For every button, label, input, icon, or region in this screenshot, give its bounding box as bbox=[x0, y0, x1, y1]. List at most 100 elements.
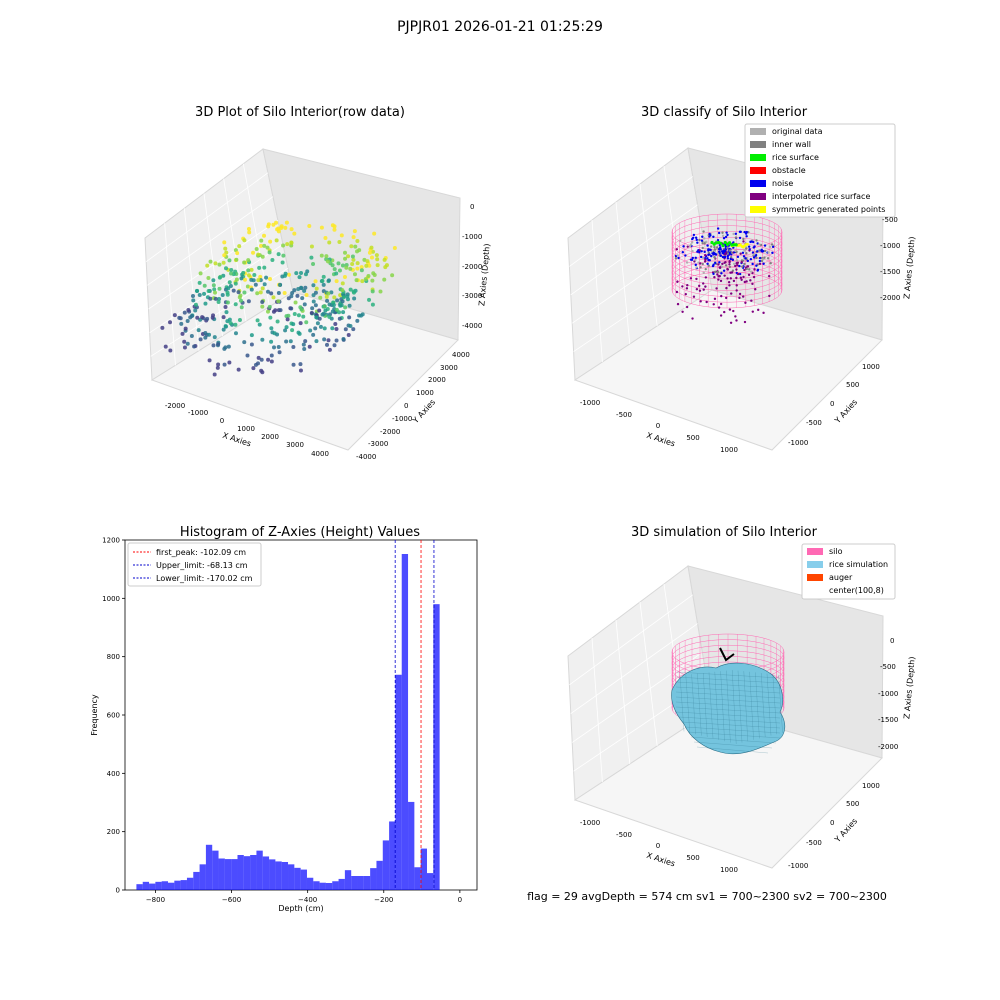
histogram-ytick-label: 1200 bbox=[102, 537, 120, 545]
classify-point bbox=[676, 280, 679, 283]
raw-ytick: 2000 bbox=[428, 376, 446, 384]
classify-point bbox=[698, 284, 701, 288]
raw-point bbox=[298, 368, 303, 373]
raw-point bbox=[268, 277, 273, 282]
raw-point bbox=[245, 284, 250, 289]
sim-ytick: 1000 bbox=[862, 782, 880, 790]
raw-point bbox=[331, 303, 336, 308]
histogram-bar bbox=[332, 881, 339, 890]
rice-mesh-line bbox=[772, 674, 777, 735]
raw-point bbox=[242, 340, 247, 345]
raw-point bbox=[318, 324, 323, 329]
raw-point bbox=[246, 299, 251, 304]
raw-point bbox=[234, 277, 239, 282]
raw-point bbox=[257, 322, 262, 327]
classify-point bbox=[762, 262, 765, 265]
raw-point bbox=[334, 326, 339, 331]
raw-point bbox=[313, 279, 318, 284]
classify-point bbox=[728, 249, 731, 252]
classify-silo-wireframe bbox=[671, 213, 783, 309]
classify-point bbox=[681, 285, 684, 288]
classify-point bbox=[685, 287, 689, 290]
raw-point bbox=[392, 245, 397, 250]
raw-point bbox=[369, 245, 374, 250]
raw-point bbox=[268, 239, 273, 244]
sim-ztick: -500 bbox=[880, 663, 896, 671]
raw-point bbox=[242, 260, 247, 265]
histogram-bar bbox=[313, 881, 320, 890]
histogram-bar bbox=[306, 877, 314, 890]
raw-z-ticks: 0 -1000 -2000 -3000 -4000 bbox=[462, 203, 482, 330]
raw-point bbox=[325, 259, 330, 264]
classify-point bbox=[677, 256, 680, 260]
classify-point bbox=[713, 255, 716, 259]
raw-point bbox=[186, 308, 191, 313]
raw-point bbox=[226, 286, 231, 291]
raw-point bbox=[197, 292, 202, 297]
classify-point bbox=[758, 243, 761, 246]
classify-point bbox=[676, 254, 679, 257]
raw-point bbox=[274, 220, 279, 225]
raw-point bbox=[311, 261, 316, 266]
rice-mesh-line bbox=[691, 674, 696, 735]
classify-point bbox=[760, 259, 764, 263]
histogram-bar bbox=[325, 883, 333, 890]
classify-point bbox=[725, 231, 728, 234]
gridline bbox=[639, 601, 658, 747]
classify-point bbox=[735, 319, 738, 322]
raw-point bbox=[321, 282, 326, 287]
raw-point bbox=[222, 253, 227, 258]
rice-mesh-line bbox=[737, 670, 743, 743]
histogram-bar bbox=[414, 867, 421, 890]
classify-point bbox=[686, 284, 689, 287]
classify-point bbox=[738, 272, 742, 276]
classify-point bbox=[694, 263, 697, 267]
classify-point bbox=[723, 310, 726, 314]
raw-point bbox=[281, 253, 286, 258]
raw-point bbox=[296, 313, 301, 318]
histogram-bar bbox=[281, 862, 289, 890]
classify-point bbox=[702, 271, 705, 275]
raw-point bbox=[341, 295, 346, 300]
raw-point bbox=[291, 345, 296, 350]
classify-rice-point bbox=[732, 243, 736, 247]
raw-point bbox=[308, 328, 313, 333]
classify-point bbox=[744, 301, 747, 305]
raw-point bbox=[205, 263, 210, 268]
classify-point bbox=[736, 255, 740, 259]
simulation-rice-surface bbox=[671, 662, 786, 755]
classify-point bbox=[702, 256, 705, 260]
legend-label: obstacle bbox=[772, 166, 806, 175]
rice-mesh-line bbox=[720, 671, 725, 742]
rice-mesh-line bbox=[766, 673, 772, 736]
histogram-xtick-label: −800 bbox=[146, 896, 165, 904]
classify-point bbox=[728, 308, 732, 311]
raw-point bbox=[222, 240, 227, 245]
classify-point bbox=[735, 259, 739, 262]
legend-label: original data bbox=[772, 127, 823, 136]
raw-point bbox=[334, 307, 339, 312]
classify-rice-point bbox=[719, 241, 723, 245]
raw-point bbox=[259, 357, 264, 362]
classify-point bbox=[729, 257, 732, 261]
classify-point bbox=[738, 264, 741, 268]
raw-point bbox=[302, 288, 307, 293]
classify-point bbox=[717, 247, 721, 251]
classify-point bbox=[696, 250, 699, 253]
classify-point bbox=[701, 235, 704, 238]
classify-point bbox=[741, 251, 745, 254]
raw-xtick: 4000 bbox=[311, 450, 329, 458]
classify-point bbox=[743, 280, 746, 284]
raw-point bbox=[252, 273, 257, 278]
classify-legend: original data inner wall rice surface ob… bbox=[744, 123, 896, 218]
classify-point bbox=[713, 297, 717, 301]
raw-point bbox=[203, 335, 208, 340]
classify-xtick: 500 bbox=[686, 434, 699, 442]
raw-point bbox=[355, 239, 360, 244]
histogram-legend: first_peak: -102.09 cm Upper_limit: -68.… bbox=[127, 542, 262, 587]
raw-point bbox=[334, 338, 339, 343]
legend-swatch bbox=[750, 128, 766, 135]
classify-point bbox=[695, 238, 698, 242]
histogram-bar bbox=[300, 869, 307, 890]
classify-ylabel: Y Axies bbox=[832, 398, 859, 426]
